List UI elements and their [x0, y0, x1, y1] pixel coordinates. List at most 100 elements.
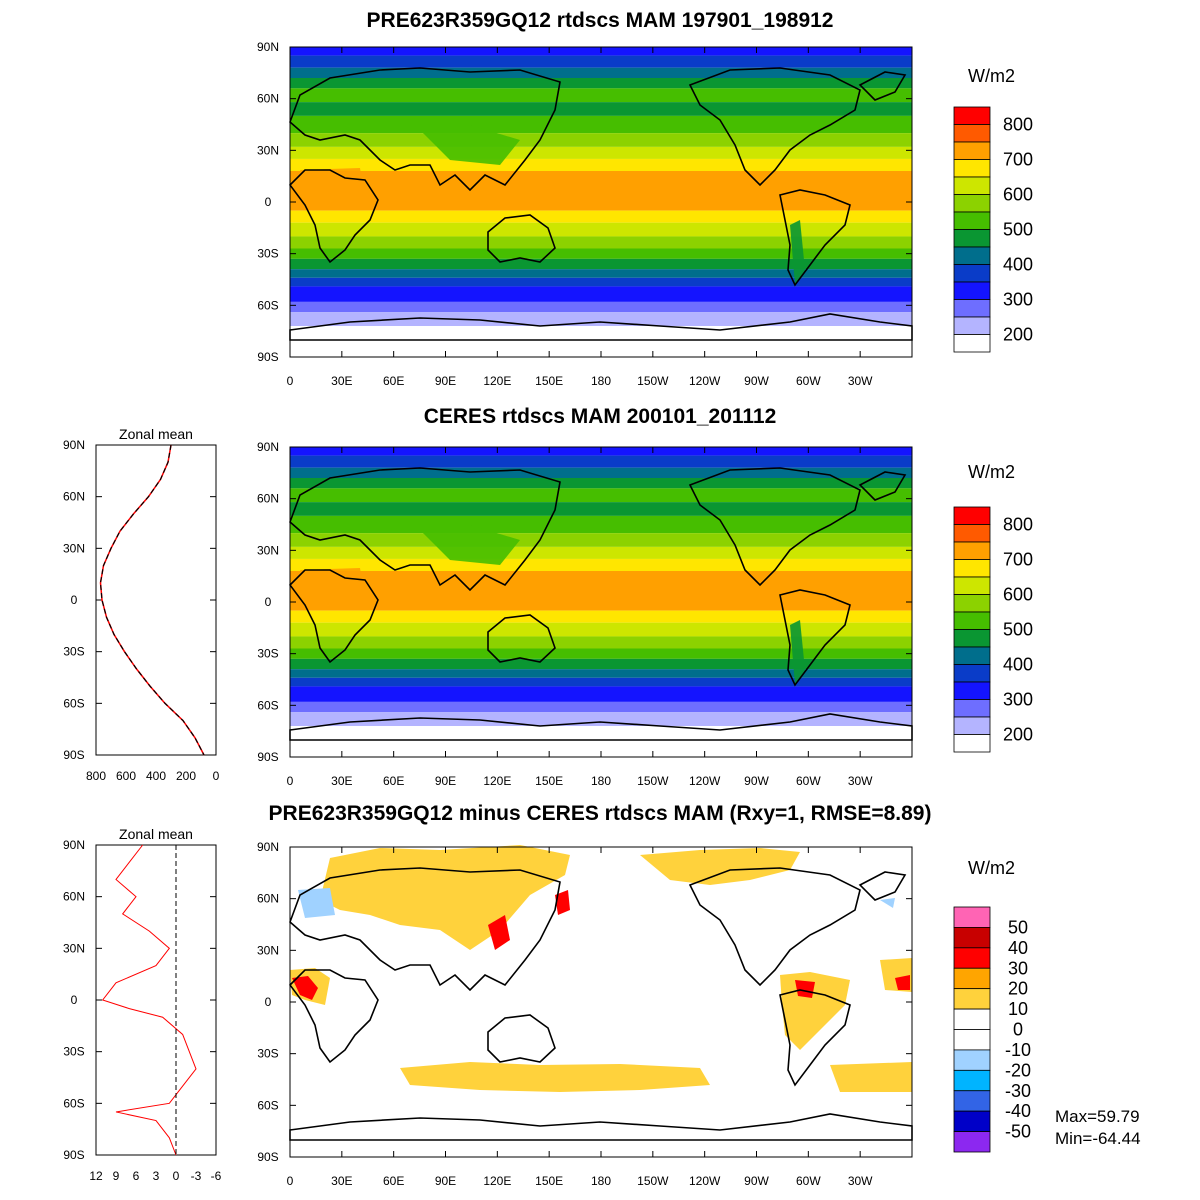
- lon-tick-label: 90E: [435, 374, 456, 388]
- lat-tick-label: 0: [265, 995, 272, 1009]
- colorbar-label: 700: [1003, 550, 1033, 570]
- zonal-x-label: 600: [116, 769, 136, 783]
- colorbar-box: [953, 629, 991, 648]
- map-field: [290, 47, 912, 357]
- field-region: [420, 525, 520, 565]
- lat-tick-label: 0: [265, 195, 272, 209]
- lon-tick-label: 60E: [383, 374, 404, 388]
- lat-tick-label: 60S: [257, 298, 278, 312]
- field-band: [290, 210, 912, 223]
- lat-tick-label: 30N: [257, 943, 279, 957]
- coastline: [487, 1014, 556, 1063]
- lon-tick-label: 30E: [331, 774, 352, 788]
- coastline: [289, 467, 561, 592]
- zonal-x-label: 3: [153, 1169, 160, 1183]
- field-band: [290, 301, 912, 313]
- coastline: [779, 589, 851, 687]
- colorbar-box: [953, 264, 991, 283]
- lon-tick-label: 120E: [483, 1174, 511, 1188]
- colorbar-label: 200: [1003, 325, 1033, 345]
- colorbar-label: 300: [1003, 290, 1033, 310]
- colorbar-box: [953, 716, 991, 735]
- colorbar-box: [953, 176, 991, 195]
- lon-tick-label: 150W: [637, 1174, 669, 1188]
- lon-tick-label: 60E: [383, 1174, 404, 1188]
- anomaly-region: [640, 848, 800, 885]
- zonal-mean-title: Zonal mean: [119, 826, 193, 842]
- colorbar-label: 500: [1003, 620, 1033, 640]
- colorbar-box: [953, 246, 991, 265]
- colorbar-box: [953, 646, 991, 665]
- colorbar-box: [953, 106, 991, 125]
- lon-tick-label: 150E: [535, 774, 563, 788]
- anomaly-region: [555, 890, 570, 915]
- field-region: [420, 125, 520, 165]
- colorbar-label: 0: [1013, 1020, 1023, 1040]
- colorbar-label: 10: [1008, 999, 1028, 1019]
- zonal-x-label: 400: [146, 769, 166, 783]
- lon-tick-label: 90E: [435, 1174, 456, 1188]
- field-band: [290, 658, 912, 670]
- field-band: [290, 546, 912, 559]
- panel2-title: CERES rtdscs MAM 200101_201112: [423, 405, 777, 428]
- coastline: [487, 214, 556, 263]
- field-band: [290, 701, 912, 713]
- zonal-lat-label: 60N: [63, 890, 85, 904]
- colorbar-box: [953, 281, 991, 300]
- lon-tick-label: 90E: [435, 774, 456, 788]
- zonal-diff-line: [101, 844, 197, 1156]
- colorbar-box: [953, 506, 991, 525]
- colorbar-box: [953, 194, 991, 213]
- colorbar-box: [953, 1090, 991, 1112]
- field-band: [290, 610, 912, 623]
- colorbar-label: 30: [1008, 958, 1028, 978]
- colorbar-box: [953, 211, 991, 230]
- colorbar-label: -40: [1005, 1101, 1031, 1121]
- map-field: [290, 845, 912, 1157]
- lon-tick-label: 180: [591, 374, 611, 388]
- lon-tick-label: 180: [591, 774, 611, 788]
- panel3-title: PRE623R359GQ12 minus CERES rtdscs MAM (R…: [268, 802, 932, 825]
- zonal-lat-label: 90N: [63, 438, 85, 452]
- colorbar-box: [953, 229, 991, 248]
- colorbar-box: [953, 559, 991, 578]
- lon-tick-label: 90W: [744, 1174, 769, 1188]
- lon-tick-label: 120W: [689, 1174, 721, 1188]
- anomaly-region: [795, 980, 815, 998]
- coastline: [858, 871, 907, 901]
- lon-tick-label: 0: [287, 374, 294, 388]
- colorbar-label: 800: [1003, 515, 1033, 535]
- colorbar-box: [953, 988, 991, 1010]
- lon-tick-label: 150E: [535, 1174, 563, 1188]
- lon-tick-label: 150E: [535, 374, 563, 388]
- lon-tick-label: 120W: [689, 774, 721, 788]
- colorbar-box: [953, 124, 991, 143]
- lat-tick-label: 30S: [257, 1047, 278, 1061]
- coastline: [487, 614, 556, 663]
- field-region: [300, 168, 365, 205]
- lat-tick-label: 60S: [257, 1098, 278, 1112]
- zonal-lat-label: 60N: [63, 490, 85, 504]
- colorbar-unit-3: W/m2: [968, 858, 1015, 878]
- field-band: [290, 88, 912, 103]
- field-band: [290, 467, 912, 478]
- field-band: [290, 277, 912, 287]
- field-band: [290, 67, 912, 78]
- zonal-x-label: -3: [191, 1169, 202, 1183]
- field-band: [290, 478, 912, 489]
- lon-tick-label: 90W: [744, 774, 769, 788]
- colorbar-box: [953, 927, 991, 949]
- field-band: [290, 248, 912, 259]
- lon-tick-label: 30W: [848, 374, 873, 388]
- field-band: [290, 286, 912, 302]
- colorbar-label: 600: [1003, 185, 1033, 205]
- coastline: [289, 67, 561, 192]
- map-field: [290, 447, 912, 757]
- zonal-x-label: -6: [211, 1169, 222, 1183]
- anomaly-region: [880, 898, 895, 908]
- lat-tick-label: 60N: [257, 892, 279, 906]
- zonal-lat-label: 90N: [63, 838, 85, 852]
- coastline: [858, 71, 907, 101]
- lon-tick-label: 30W: [848, 1174, 873, 1188]
- colorbar-label: 700: [1003, 150, 1033, 170]
